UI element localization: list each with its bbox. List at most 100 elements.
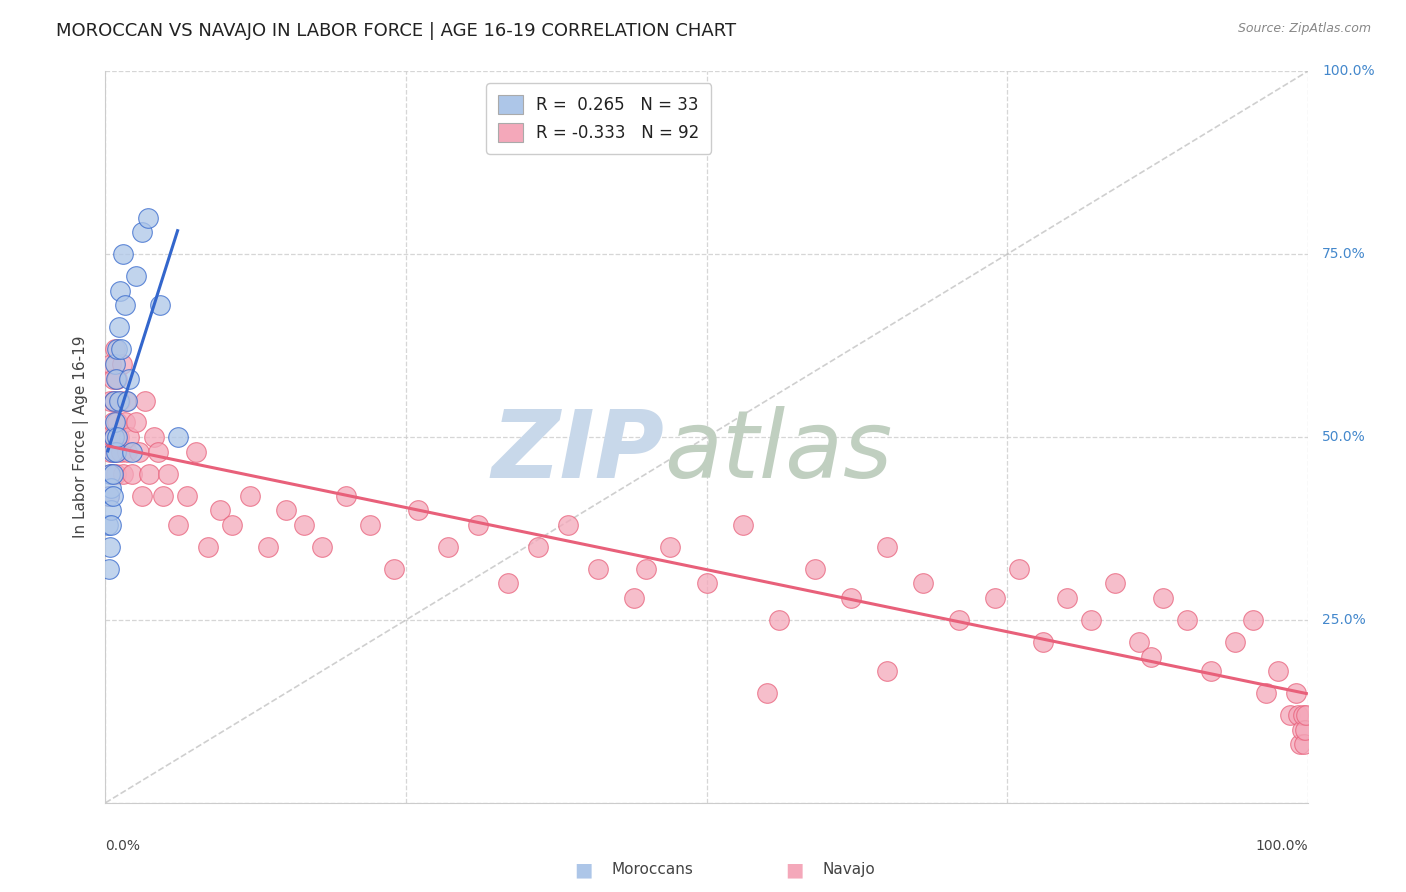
Point bbox=[97, 517, 120, 532]
Point bbox=[148, 298, 170, 312]
Text: Source: ZipAtlas.com: Source: ZipAtlas.com bbox=[1237, 22, 1371, 36]
Point bbox=[101, 371, 124, 385]
Point bbox=[876, 664, 898, 678]
Point bbox=[100, 467, 122, 481]
Point bbox=[1243, 613, 1265, 627]
Point bbox=[184, 444, 207, 458]
Point bbox=[98, 489, 121, 503]
Point bbox=[138, 467, 160, 481]
Point bbox=[101, 444, 124, 458]
Point bbox=[948, 613, 970, 627]
Point bbox=[274, 503, 297, 517]
Point bbox=[107, 371, 129, 385]
Point bbox=[1286, 708, 1309, 723]
Point bbox=[659, 540, 682, 554]
Point bbox=[148, 444, 170, 458]
Point bbox=[437, 540, 460, 554]
Point bbox=[1267, 664, 1289, 678]
Point bbox=[256, 540, 278, 554]
Point bbox=[128, 444, 150, 458]
Point bbox=[406, 503, 429, 517]
Point bbox=[111, 357, 134, 371]
Point bbox=[107, 430, 129, 444]
Point bbox=[1254, 686, 1277, 700]
Point bbox=[152, 489, 174, 503]
Point bbox=[166, 430, 188, 444]
Point bbox=[134, 393, 156, 408]
Legend: R =  0.265   N = 33, R = -0.333   N = 92: R = 0.265 N = 33, R = -0.333 N = 92 bbox=[486, 83, 711, 153]
Point bbox=[107, 343, 129, 357]
Point bbox=[101, 467, 124, 481]
Point bbox=[118, 371, 141, 385]
Point bbox=[382, 562, 405, 576]
Point bbox=[803, 562, 825, 576]
Point bbox=[107, 430, 129, 444]
Point bbox=[1278, 708, 1301, 723]
Point bbox=[98, 467, 121, 481]
Text: 0.0%: 0.0% bbox=[105, 839, 141, 854]
Point bbox=[636, 562, 658, 576]
Point bbox=[1140, 649, 1163, 664]
Point bbox=[107, 393, 129, 408]
Point bbox=[97, 430, 120, 444]
Point bbox=[105, 444, 128, 458]
Text: 100.0%: 100.0% bbox=[1256, 839, 1308, 854]
Point bbox=[731, 517, 754, 532]
Point bbox=[1175, 613, 1198, 627]
Point bbox=[1032, 635, 1054, 649]
Point bbox=[496, 576, 519, 591]
Point bbox=[105, 467, 128, 481]
Point bbox=[136, 211, 159, 225]
Point bbox=[1080, 613, 1102, 627]
Point bbox=[527, 540, 550, 554]
Point bbox=[98, 562, 121, 576]
Point bbox=[115, 444, 138, 458]
Point bbox=[911, 576, 934, 591]
Point bbox=[696, 576, 718, 591]
Point bbox=[1292, 708, 1315, 723]
Point bbox=[221, 517, 243, 532]
Point bbox=[98, 540, 121, 554]
Point bbox=[768, 613, 790, 627]
Point bbox=[1225, 635, 1247, 649]
Point bbox=[131, 225, 153, 239]
Point bbox=[121, 444, 143, 458]
Point bbox=[103, 393, 125, 408]
Point bbox=[359, 517, 381, 532]
Point bbox=[755, 686, 778, 700]
Text: atlas: atlas bbox=[665, 406, 893, 497]
Point bbox=[107, 320, 129, 334]
Point bbox=[100, 481, 122, 495]
Text: 25.0%: 25.0% bbox=[1322, 613, 1365, 627]
Point bbox=[104, 357, 127, 371]
Point bbox=[124, 416, 146, 430]
Point bbox=[1294, 723, 1316, 737]
Text: 100.0%: 100.0% bbox=[1322, 64, 1375, 78]
Point bbox=[98, 393, 121, 408]
Point bbox=[107, 416, 129, 430]
Point bbox=[100, 357, 122, 371]
Point bbox=[239, 489, 262, 503]
Text: 75.0%: 75.0% bbox=[1322, 247, 1365, 261]
Point bbox=[108, 284, 131, 298]
Point bbox=[115, 393, 138, 408]
Point bbox=[103, 430, 125, 444]
Point bbox=[131, 489, 153, 503]
Point bbox=[114, 416, 136, 430]
Point bbox=[197, 540, 219, 554]
Point bbox=[292, 517, 315, 532]
Point bbox=[114, 298, 136, 312]
Point bbox=[467, 517, 489, 532]
Point bbox=[101, 489, 124, 503]
Point bbox=[1056, 591, 1078, 605]
Point bbox=[98, 444, 121, 458]
Point bbox=[839, 591, 862, 605]
Point bbox=[984, 591, 1007, 605]
Point bbox=[1008, 562, 1031, 576]
Point bbox=[100, 517, 122, 532]
Point bbox=[101, 416, 124, 430]
Point bbox=[1284, 686, 1306, 700]
Point bbox=[311, 540, 333, 554]
Point bbox=[1295, 708, 1317, 723]
Point bbox=[118, 430, 141, 444]
